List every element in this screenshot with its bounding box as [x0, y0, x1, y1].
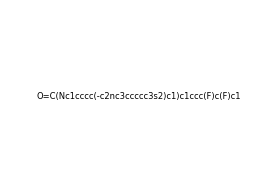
Text: O=C(Nc1cccc(-c2nc3ccccc3s2)c1)c1ccc(F)c(F)c1: O=C(Nc1cccc(-c2nc3ccccc3s2)c1)c1ccc(F)c(… — [36, 93, 241, 101]
